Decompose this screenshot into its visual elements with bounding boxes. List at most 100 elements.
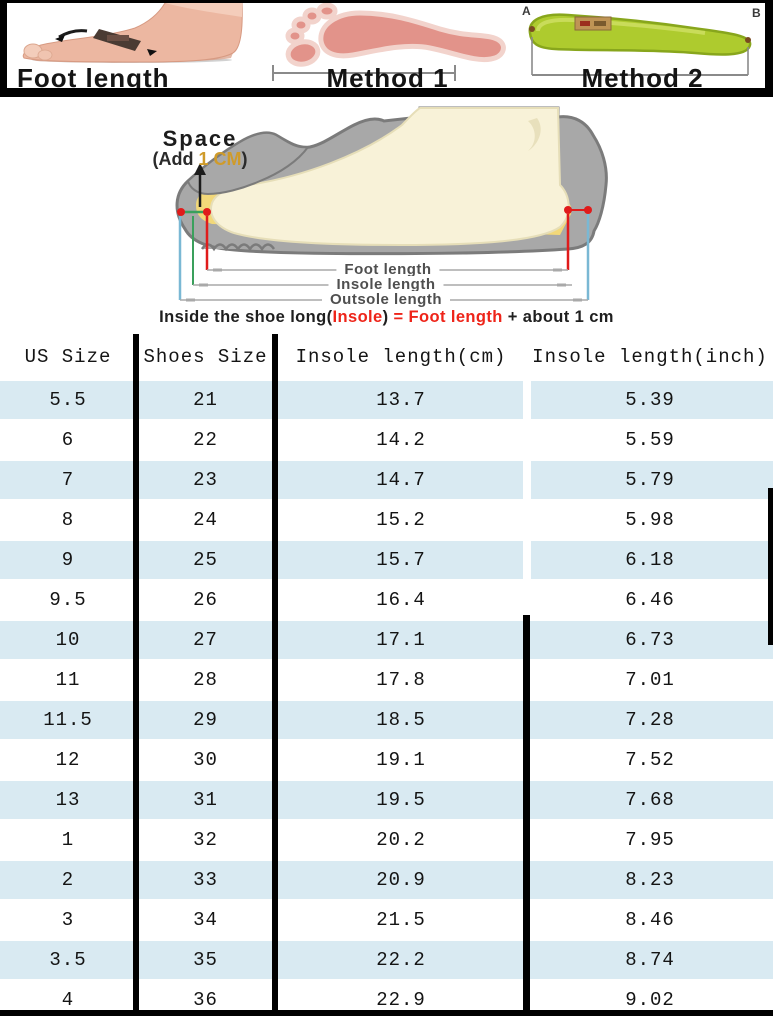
cell-shoes: 33 [136, 859, 275, 901]
point-a-label: A [522, 4, 531, 18]
cell-cm: 19.1 [275, 739, 527, 781]
cell-inch: 5.59 [527, 419, 773, 461]
cell-shoes: 29 [136, 699, 275, 741]
cell-cm: 16.4 [275, 579, 527, 621]
cell-us: 10 [0, 619, 136, 661]
column-divider-3 [523, 615, 530, 1016]
cell-cm: 15.7 [275, 539, 527, 581]
cell-cm: 14.2 [275, 419, 527, 461]
table-row: 6 22 14.2 5.59 [0, 419, 773, 461]
cell-shoes: 35 [136, 939, 275, 981]
dim-insole-length-label: Insole length [328, 276, 444, 293]
cell-us: 8 [0, 499, 136, 541]
cell-us: 4 [0, 979, 136, 1016]
cell-inch: 5.79 [527, 459, 773, 501]
cell-us: 9.5 [0, 579, 136, 621]
cell-cm: 20.2 [275, 819, 527, 861]
dim-outsole-length-label: Outsole length [322, 291, 450, 308]
cell-inch: 7.68 [527, 779, 773, 821]
cell-us: 1 [0, 819, 136, 861]
col-insole-inch: Insole length(inch) [532, 345, 768, 368]
cell-shoes: 21 [136, 379, 275, 421]
right-border [765, 0, 773, 88]
foot-photo-icon [22, 3, 243, 63]
cell-shoes: 25 [136, 539, 275, 581]
cell-shoes: 28 [136, 659, 275, 701]
cell-us: 6 [0, 419, 136, 461]
insole-brand-tag [574, 16, 612, 31]
space-note: (Add 1 CM) [115, 149, 285, 170]
cell-us: 7 [0, 459, 136, 501]
table-row: 13 31 19.5 7.68 [0, 779, 773, 821]
method1-panel: Method 1 [255, 3, 520, 93]
space-note-suffix: ) [241, 149, 248, 169]
cell-shoes: 36 [136, 979, 275, 1016]
size-table-header: US Size Shoes Size Insole length(cm) Ins… [0, 334, 773, 380]
shoe-measure-diagram: Space (Add 1 CM) Foot length Insole leng… [0, 97, 773, 334]
col-shoes-size: Shoes Size [143, 345, 268, 368]
caption-equals: = [393, 308, 404, 326]
cell-cm: 20.9 [275, 859, 527, 901]
cell-us: 3 [0, 899, 136, 941]
cell-inch: 6.18 [527, 539, 773, 581]
table-row: 8 24 15.2 5.98 [0, 499, 773, 541]
cell-cm: 22.2 [275, 939, 527, 981]
caption-part1: Inside the shoe long( [159, 308, 333, 326]
cell-inch: 8.74 [527, 939, 773, 981]
column-divider-1 [133, 334, 139, 1016]
caption-part2: ) [382, 308, 394, 326]
foot-photo-panel: Foot length [7, 3, 255, 93]
cell-inch: 7.95 [527, 819, 773, 861]
right-edge-mark [768, 488, 773, 645]
method2-panel: A B Method 2 [520, 3, 765, 93]
cell-us: 9 [0, 539, 136, 581]
cell-inch: 8.46 [527, 899, 773, 941]
cell-inch: 6.73 [527, 619, 773, 661]
table-row: 1 32 20.2 7.95 [0, 819, 773, 861]
cell-cm: 17.1 [275, 619, 527, 661]
insole-icon: A B [522, 4, 761, 76]
measurement-methods-strip: Foot length Method 1 A [0, 0, 773, 97]
column-divider-2 [272, 334, 278, 1016]
space-note-prefix: (Add [152, 149, 199, 169]
table-row: 12 30 19.1 7.52 [0, 739, 773, 781]
cell-cm: 21.5 [275, 899, 527, 941]
table-row: 2 33 20.9 8.23 [0, 859, 773, 901]
strip-divider [0, 88, 773, 97]
caption-part3: + about 1 cm [507, 308, 614, 326]
table-row: 11.5 29 18.5 7.28 [0, 699, 773, 741]
left-border [0, 0, 7, 88]
cell-inch: 7.28 [527, 699, 773, 741]
cell-shoes: 31 [136, 779, 275, 821]
cell-shoes: 24 [136, 499, 275, 541]
cell-inch: 5.39 [527, 379, 773, 421]
col-insole-cm: Insole length(cm) [295, 345, 507, 368]
cell-cm: 19.5 [275, 779, 527, 821]
table-row: 7 23 14.7 5.79 [0, 459, 773, 501]
cell-cm: 14.7 [275, 459, 527, 501]
caption-foot-length: Foot length [403, 308, 508, 326]
cell-shoes: 32 [136, 819, 275, 861]
cell-inch: 5.98 [527, 499, 773, 541]
table-row: 9 25 15.7 6.18 [0, 539, 773, 581]
table-row: 4 36 22.9 9.02 [0, 979, 773, 1016]
cell-inch: 6.46 [527, 579, 773, 621]
cell-shoes: 34 [136, 899, 275, 941]
size-table: US Size Shoes Size Insole length(cm) Ins… [0, 334, 773, 1016]
cell-us: 11 [0, 659, 136, 701]
table-row: 11 28 17.8 7.01 [0, 659, 773, 701]
caption-insole: Insole [332, 308, 383, 326]
cell-us: 11.5 [0, 699, 136, 741]
table-row: 10 27 17.1 6.73 [0, 619, 773, 661]
dim-foot-length-label: Foot length [336, 261, 440, 278]
space-label: Space [162, 126, 238, 151]
cell-shoes: 30 [136, 739, 275, 781]
cell-shoes: 23 [136, 459, 275, 501]
table-row: 9.5 26 16.4 6.46 [0, 579, 773, 621]
cell-shoes: 26 [136, 579, 275, 621]
col-us-size: US Size [24, 345, 112, 368]
cell-cm: 17.8 [275, 659, 527, 701]
cell-shoes: 22 [136, 419, 275, 461]
bottom-border [0, 1010, 773, 1016]
cell-shoes: 27 [136, 619, 275, 661]
